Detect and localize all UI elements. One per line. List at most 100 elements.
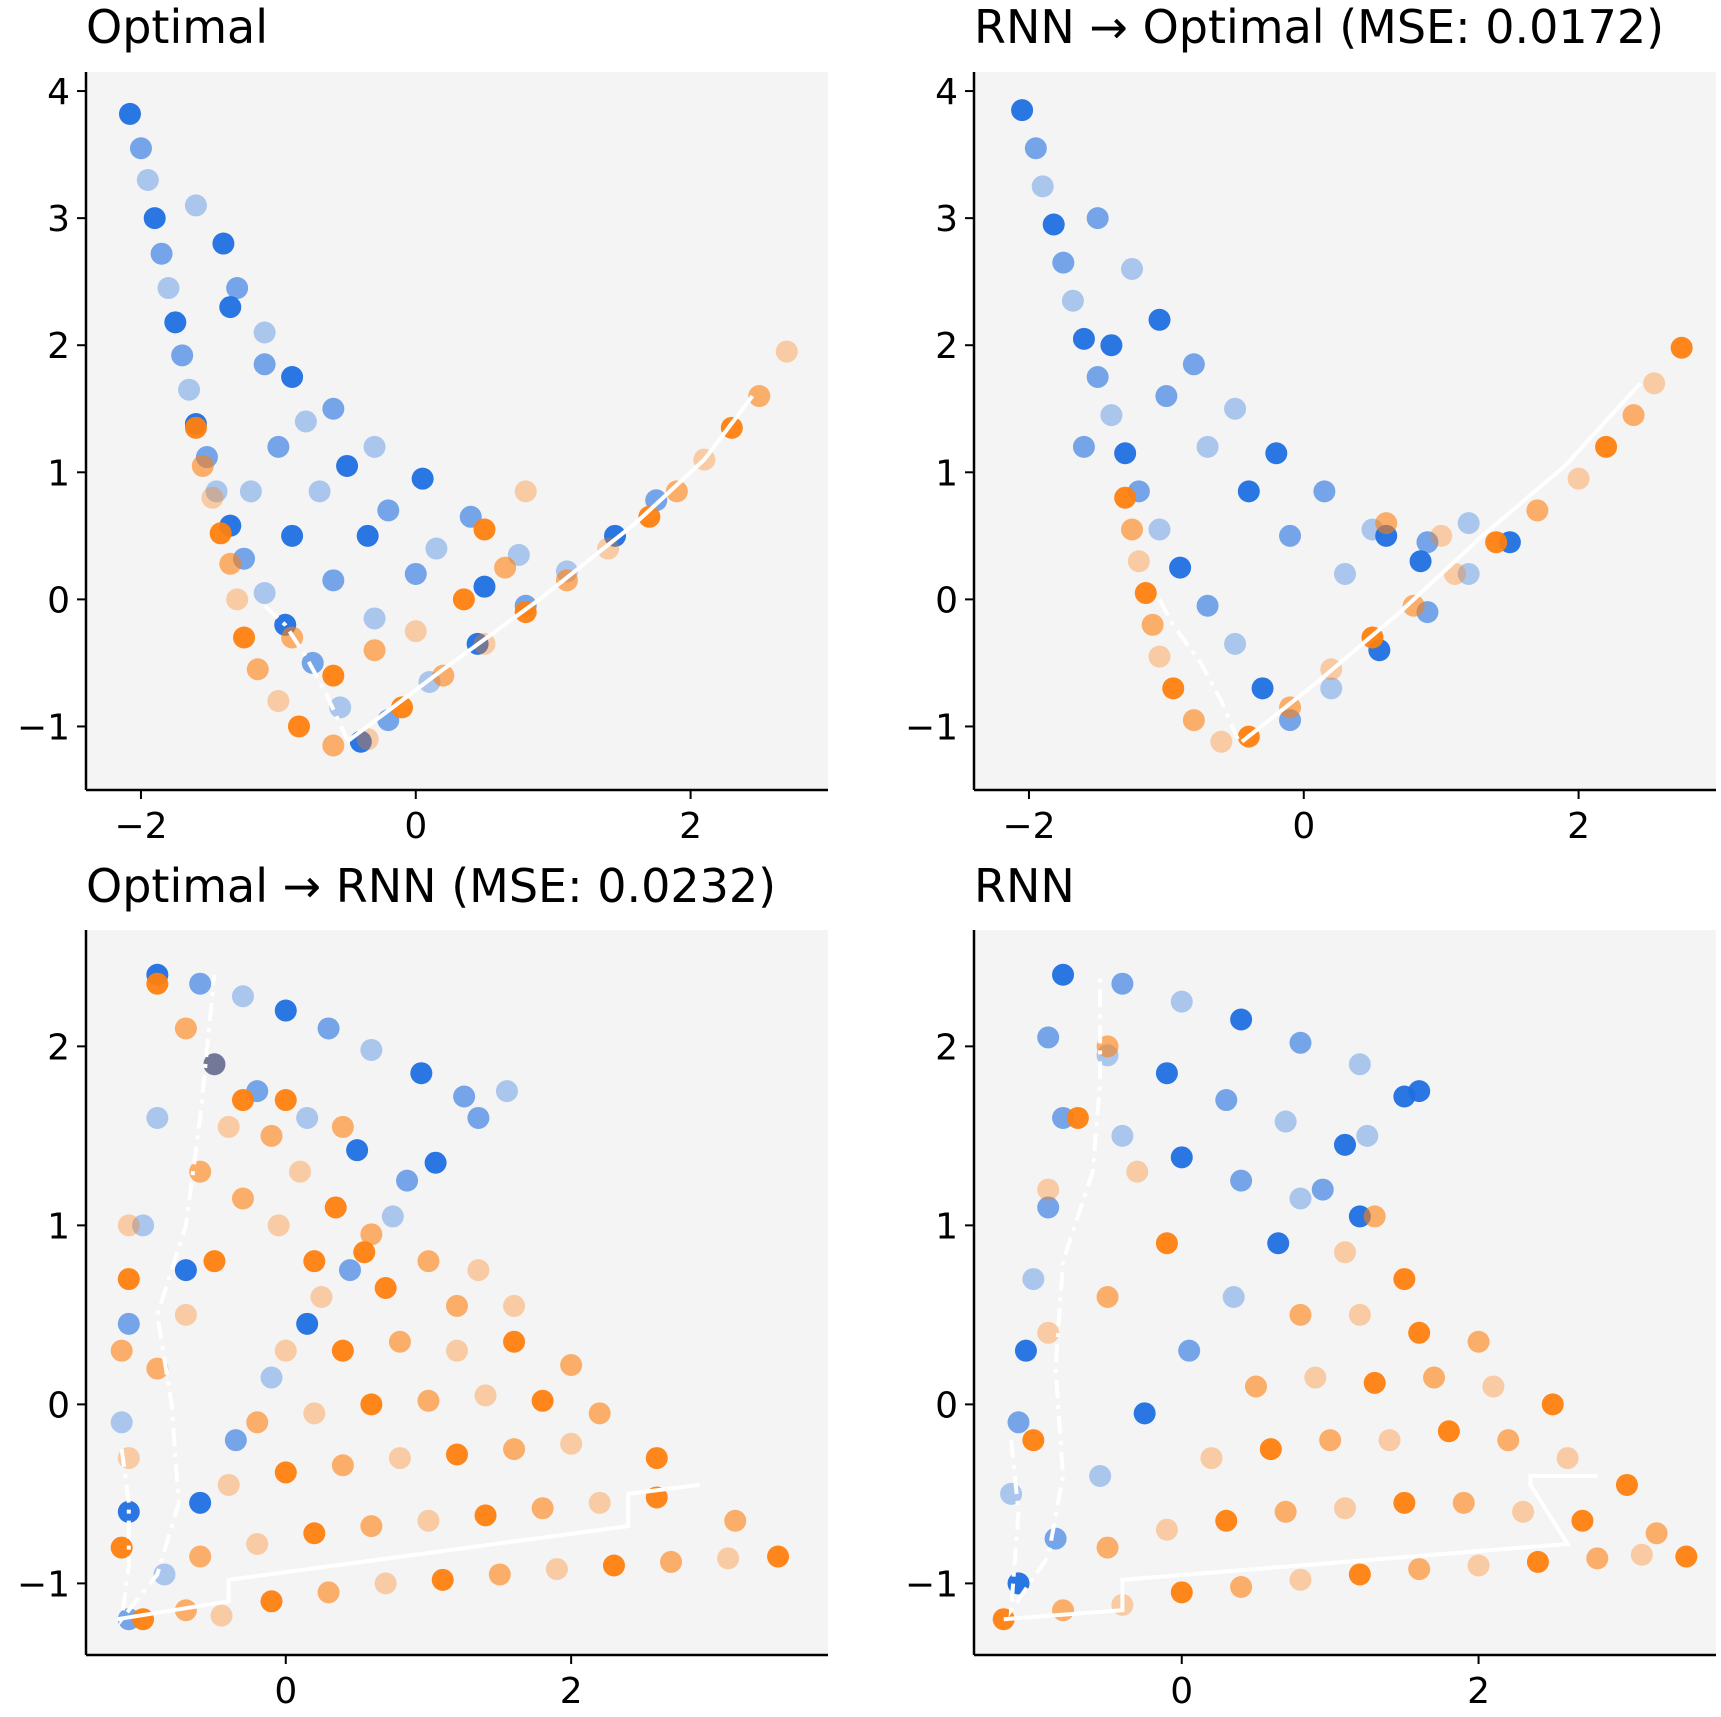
point-orange-optimal-to-rnn — [360, 1223, 383, 1246]
point-blue-rnn-to-optimal — [1224, 397, 1247, 420]
y-tick-label-rnn-to-optimal: 0 — [935, 580, 958, 621]
point-orange-optimal-to-rnn — [146, 1357, 169, 1380]
point-orange-optimal — [473, 632, 496, 655]
point-orange-rnn — [1393, 1491, 1416, 1514]
point-orange-optimal-to-rnn — [174, 1599, 197, 1622]
point-orange-optimal-to-rnn — [446, 1443, 468, 1466]
point-blue-optimal-to-rnn — [338, 1259, 361, 1282]
point-blue-rnn — [1133, 1402, 1156, 1425]
point-blue-optimal — [322, 397, 345, 420]
point-orange-rnn-to-optimal — [1670, 336, 1693, 359]
point-blue-optimal-to-rnn — [174, 1259, 197, 1282]
trajectory-lines-optimal-to-rnn — [117, 974, 700, 1627]
point-blue-rnn — [1230, 1169, 1253, 1192]
point-blue-rnn-to-optimal — [1148, 308, 1171, 331]
title-optimal: Optimal — [86, 0, 268, 54]
point-blue-rnn-to-optimal — [1086, 207, 1109, 230]
point-blue-optimal — [226, 277, 249, 300]
point-orange-optimal-to-rnn — [324, 1196, 347, 1219]
y-tick-label-optimal: 2 — [47, 326, 70, 367]
point-blue-optimal-to-rnn — [396, 1169, 419, 1192]
trajectory-solid-optimal — [345, 394, 754, 744]
point-orange-rnn — [1274, 1500, 1297, 1523]
point-orange-optimal — [452, 588, 475, 611]
point-blue-optimal — [205, 480, 228, 503]
point-orange-optimal-to-rnn — [117, 1268, 140, 1291]
trajectory-lines-optimal — [263, 394, 754, 744]
point-orange-rnn — [1096, 1536, 1119, 1559]
point-blue-rnn-to-optimal — [1031, 175, 1054, 198]
point-orange-rnn — [1467, 1330, 1490, 1353]
point-orange-optimal-to-rnn — [174, 1303, 197, 1326]
scatter-points-optimal-to-rnn — [110, 963, 790, 1631]
point-blue-rnn — [1007, 1411, 1030, 1434]
point-blue-optimal — [164, 311, 187, 334]
point-orange-rnn — [1645, 1522, 1668, 1545]
point-blue-rnn — [1222, 1285, 1245, 1308]
point-blue-rnn-to-optimal — [1409, 550, 1432, 573]
point-blue-rnn — [1044, 1527, 1067, 1550]
point-orange-rnn-to-optimal — [1127, 550, 1150, 573]
point-orange-rnn — [1037, 1178, 1060, 1201]
point-orange-optimal — [363, 639, 386, 662]
y-tick-label-optimal-to-rnn: −1 — [17, 1564, 70, 1605]
point-blue-optimal-to-rnn — [296, 1106, 319, 1129]
point-orange-optimal-to-rnn — [588, 1402, 611, 1425]
point-orange-optimal-to-rnn — [374, 1572, 397, 1595]
point-blue-rnn-to-optimal — [1011, 99, 1034, 122]
point-orange-optimal — [391, 696, 414, 719]
point-orange-optimal-to-rnn — [417, 1250, 440, 1273]
point-blue-optimal — [253, 582, 276, 605]
point-orange-rnn-to-optimal — [1121, 518, 1144, 541]
point-orange-rnn-to-optimal — [1279, 696, 1302, 719]
point-blue-optimal-to-rnn — [381, 1205, 404, 1228]
x-tick-label-optimal-to-rnn: 2 — [560, 1671, 583, 1712]
point-orange-rnn-to-optimal — [1485, 531, 1508, 554]
point-orange-rnn — [1497, 1429, 1520, 1452]
point-orange-optimal-to-rnn — [660, 1550, 683, 1573]
point-orange-optimal — [775, 340, 798, 363]
point-orange-rnn — [1289, 1303, 1312, 1326]
x-tick-label-rnn-to-optimal: −2 — [1002, 806, 1055, 847]
point-orange-rnn — [1244, 1375, 1267, 1398]
point-orange-rnn — [1363, 1371, 1386, 1394]
point-blue-optimal-to-rnn — [231, 985, 254, 1008]
point-orange-optimal-to-rnn — [110, 1536, 133, 1559]
point-orange-optimal-to-rnn — [146, 972, 169, 995]
point-orange-rnn — [1541, 1393, 1564, 1416]
point-blue-rnn — [1111, 972, 1134, 995]
point-orange-rnn — [1096, 1285, 1119, 1308]
trajectory-dashdot-optimal-to-rnn — [118, 974, 217, 1627]
point-blue-rnn-to-optimal — [1457, 562, 1480, 585]
trajectory-dashdot-optimal — [263, 604, 349, 741]
point-blue-rnn — [1022, 1268, 1045, 1291]
x-tick-label-rnn-to-optimal: 0 — [1292, 806, 1315, 847]
point-orange-optimal-to-rnn — [217, 1115, 240, 1138]
point-blue-rnn — [1274, 1110, 1297, 1133]
point-blue-rnn — [1170, 990, 1193, 1013]
point-orange-optimal-to-rnn — [274, 1089, 297, 1112]
point-blue-optimal-to-rnn — [317, 1017, 340, 1040]
point-orange-optimal-to-rnn — [374, 1277, 397, 1300]
point-orange-rnn-to-optimal — [1622, 404, 1645, 427]
point-orange-rnn — [1630, 1543, 1653, 1566]
y-tick-label-rnn: 2 — [935, 1027, 958, 1068]
x-tick-label-rnn: 2 — [1467, 1671, 1490, 1712]
subplot-rnn: −1 0 1 2 0 2 RNN — [905, 859, 1716, 1712]
point-orange-optimal-to-rnn — [431, 1568, 454, 1591]
point-orange-rnn-to-optimal — [1148, 645, 1171, 668]
point-orange-optimal-to-rnn — [588, 1491, 611, 1514]
point-orange-rnn — [1512, 1500, 1535, 1523]
axes-rnn-to-optimal: −1 0 1 2 3 4 −2 0 2 — [905, 72, 1716, 847]
x-tick-label-rnn: 0 — [1170, 1671, 1193, 1712]
point-orange-rnn-to-optimal — [1526, 499, 1549, 522]
point-orange-rnn — [1437, 1420, 1460, 1443]
point-blue-optimal-to-rnn — [203, 1053, 226, 1076]
point-blue-optimal — [253, 353, 276, 376]
point-orange-rnn — [1304, 1366, 1327, 1389]
point-blue-rnn — [1267, 1232, 1290, 1255]
trajectory-dashdot-rnn-to-optimal — [1157, 598, 1240, 740]
point-blue-rnn-to-optimal — [1072, 327, 1095, 350]
point-orange-rnn — [1319, 1429, 1342, 1452]
point-orange-optimal-to-rnn — [274, 1461, 297, 1484]
